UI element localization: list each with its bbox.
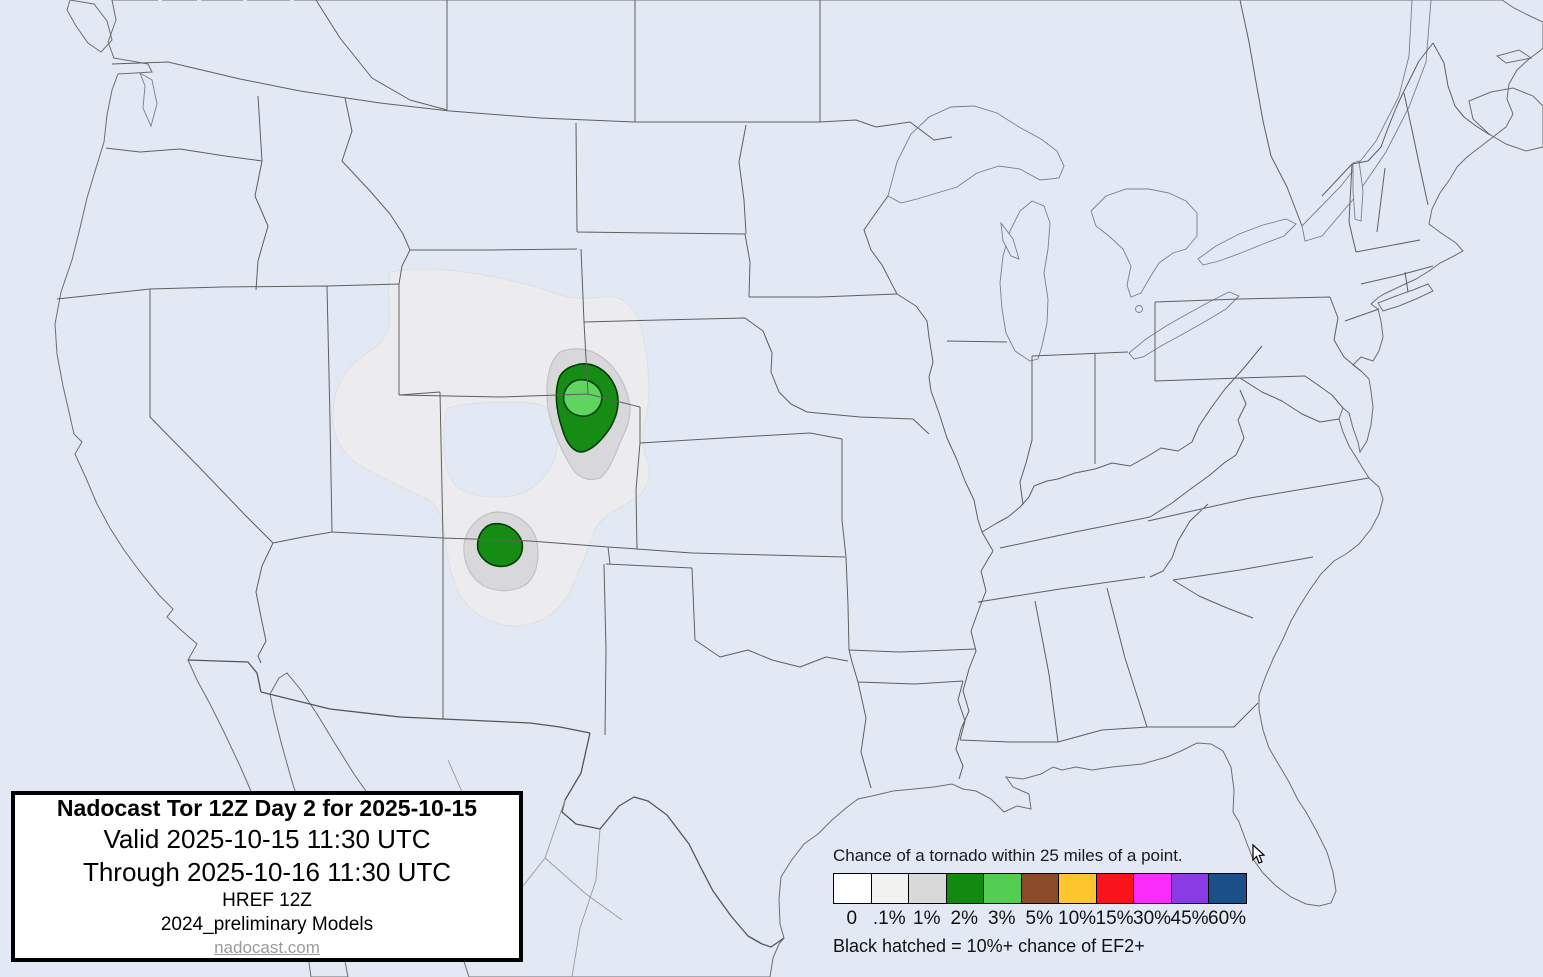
legend-swatch — [1020, 873, 1059, 904]
long-island — [1377, 283, 1434, 312]
legend-swatch — [870, 873, 909, 904]
lake-superior — [887, 105, 1065, 204]
legend-swatch-label: 3% — [988, 908, 1016, 929]
mainland-landmass — [54, 0, 1543, 977]
legend-swatch — [1133, 873, 1172, 904]
us-mexico-border — [187, 659, 785, 948]
legend-swatch — [1058, 873, 1097, 904]
legend-swatch-label: 45% — [1170, 908, 1209, 929]
legend-swatch-label: 1% — [913, 908, 941, 929]
forecast-title-box: Nadocast Tor 12Z Day 2 for 2025-10-15 Va… — [11, 791, 523, 962]
lake-st-clair — [1135, 305, 1143, 313]
legend-label-row: 0 .1% 1% 2% 3% 5% 10% 15% 30% 45% 60% — [833, 908, 1263, 930]
legend-swatch-label: 30% — [1133, 908, 1172, 929]
hatched-note: Black hatched = 10%+ chance of EF2+ — [833, 936, 1145, 956]
vancouver-island — [66, 0, 113, 53]
legend-swatch-row — [833, 873, 1263, 904]
mexico-state-borders — [447, 759, 623, 977]
bc-fjord-inlets — [158, 0, 298, 60]
tornado-probability-contours — [332, 268, 650, 627]
prince-edward-island — [1495, 49, 1533, 64]
mouse-cursor — [1252, 843, 1266, 864]
legend-swatch — [1095, 873, 1134, 904]
great-lakes — [345, 105, 1364, 416]
legend-title: Chance of a tornado within 25 miles of a… — [833, 846, 1183, 865]
lake-champlain — [1352, 160, 1364, 222]
legend-swatch-label: 0 — [846, 908, 858, 929]
canada-province-borders — [315, 0, 1303, 227]
forecast-title: Nadocast Tor 12Z Day 2 for 2025-10-15 — [56, 795, 478, 821]
legend-swatch-label: 10% — [1058, 908, 1097, 929]
legend-swatch-label: 60% — [1208, 908, 1247, 929]
nadocast-link[interactable]: nadocast.com — [214, 938, 320, 957]
model-name: HREF 12Z — [222, 890, 312, 911]
legend-swatch — [1208, 873, 1247, 904]
legend-swatch — [908, 873, 947, 904]
lake-erie — [1128, 291, 1240, 360]
through-time: Through 2025-10-16 11:30 UTC — [82, 857, 452, 887]
legend-swatch — [983, 873, 1022, 904]
state-borders-east — [1154, 92, 1434, 423]
legend-swatch — [833, 873, 872, 904]
legend-swatch-label: 2% — [950, 908, 978, 929]
contour-3pct — [562, 378, 603, 417]
st-lawrence-river — [1301, 0, 1432, 242]
puget-sound — [139, 71, 158, 128]
state-borders-west — [56, 95, 976, 789]
models-version: 2024_preliminary Models — [160, 914, 374, 935]
contour-2pct-south — [476, 522, 524, 568]
probability-legend: Chance of a tornado within 25 miles of a… — [833, 846, 1263, 957]
state-borders-midwest-south — [806, 195, 1370, 780]
legend-swatch — [1170, 873, 1209, 904]
legend-swatch-label: 5% — [1025, 908, 1053, 929]
legend-swatch-label: .1% — [872, 908, 906, 929]
valid-time: Valid 2025-10-15 11:30 UTC — [103, 824, 431, 854]
lake-huron — [1090, 188, 1198, 298]
green-bay — [1000, 221, 1020, 260]
legend-swatch — [945, 873, 984, 904]
legend-swatch-label: 15% — [1095, 908, 1134, 929]
nova-scotia — [1468, 87, 1543, 152]
lake-ontario — [1197, 218, 1297, 266]
